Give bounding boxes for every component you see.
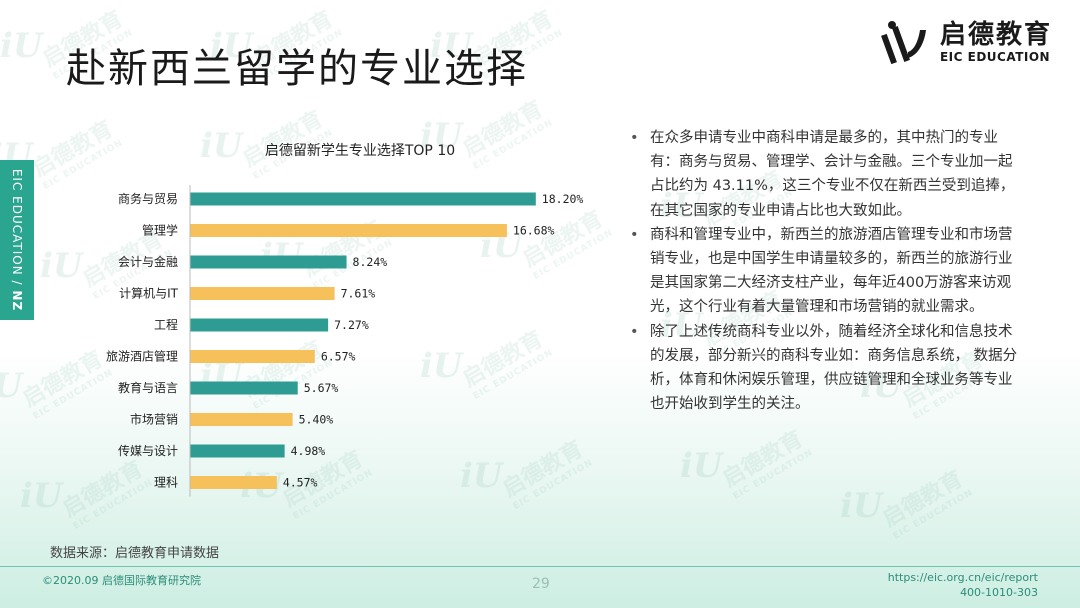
bar [190, 287, 335, 300]
bar [190, 319, 328, 332]
watermark: 启德教育 EIC EDUCATION [716, 420, 816, 502]
value-label: 7.27% [334, 318, 369, 332]
major-choice-bar-chart: 启德留新学生专业选择TOP 10 商务与贸易 18.20% 管理学 16.68% 会计与金… [90, 130, 630, 520]
bullet-item: 在众多申请专业中商科申请是最多的，其中热门的专业有：商务与贸易、管理学、会计与金… [628, 126, 1018, 223]
side-strip: EIC EDUCATION / NZ [0, 160, 34, 320]
analysis-bullet-list: 在众多申请专业中商科申请是最多的，其中热门的专业有：商务与贸易、管理学、会计与金… [628, 126, 1018, 416]
category-label: 旅游酒店管理 [106, 349, 178, 364]
category-label: 计算机与IT [119, 286, 179, 301]
watermark-mark: iU [0, 366, 23, 406]
bar [190, 476, 277, 489]
eic-logo: 启德教育 EIC EDUCATION [880, 16, 1052, 68]
chart-title: 启德留新学生专业选择TOP 10 [265, 143, 455, 159]
watermark: 启德教育 EIC EDUCATION [876, 460, 976, 542]
value-label: 5.40% [299, 413, 334, 427]
page-number: 29 [532, 576, 550, 592]
footer-divider [0, 566, 1080, 567]
value-label: 16.68% [513, 224, 555, 238]
category-label: 会计与金融 [118, 254, 178, 269]
watermark-mark: iU [0, 26, 43, 66]
category-label: 商务与贸易 [118, 191, 178, 206]
eic-logo-icon [880, 16, 932, 68]
value-label: 4.98% [291, 444, 326, 458]
category-label: 管理学 [142, 223, 178, 238]
value-label: 4.57% [283, 476, 318, 490]
value-label: 6.57% [321, 350, 356, 364]
bar [190, 413, 293, 426]
category-label: 工程 [154, 317, 178, 332]
page-title: 赴新西兰留学的专业选择 [66, 36, 528, 94]
watermark-mark: iU [840, 486, 883, 526]
category-label: 理科 [154, 476, 178, 490]
bar [190, 350, 315, 363]
value-label: 7.61% [341, 287, 376, 301]
bullet-item: 商科和管理专业中，新西兰的旅游酒店管理专业和市场营销专业，也是中国学生申请量较多… [628, 223, 1018, 320]
logo-chinese-name: 启德教育 [940, 20, 1052, 50]
bar [190, 193, 536, 206]
bar [190, 382, 298, 395]
bullet-item: 除了上述传统商科专业以外，随着经济全球化和信息技术的发展，部分新兴的商科专业如：… [628, 320, 1018, 417]
bar [190, 256, 347, 269]
watermark-mark: iU [680, 446, 723, 486]
category-label: 教育与语言 [118, 380, 178, 395]
category-label: 传媒与设计 [118, 443, 178, 458]
bar [190, 224, 507, 237]
value-label: 8.24% [353, 255, 388, 269]
watermark-mark: iU [20, 476, 63, 516]
footer-url: https://eic.org.cn/eic/report [888, 570, 1038, 585]
bar [190, 445, 285, 458]
footer-contact: https://eic.org.cn/eic/report 400-1010-3… [888, 570, 1038, 600]
watermark-mark: iU [40, 246, 83, 286]
data-source-note: 数据来源：启德教育申请数据 [50, 542, 219, 561]
side-label-text: EIC EDUCATION / [10, 169, 24, 291]
footer-phone: 400-1010-303 [888, 585, 1038, 600]
side-label: EIC EDUCATION / NZ [10, 169, 24, 311]
footer-copyright: ©2020.09 启德国际教育研究院 [42, 572, 201, 588]
value-label: 18.20% [542, 192, 584, 206]
value-label: 5.67% [304, 381, 339, 395]
category-label: 市场营销 [130, 412, 178, 427]
side-label-region: NZ [10, 290, 24, 311]
logo-english-name: EIC EDUCATION [940, 50, 1052, 64]
